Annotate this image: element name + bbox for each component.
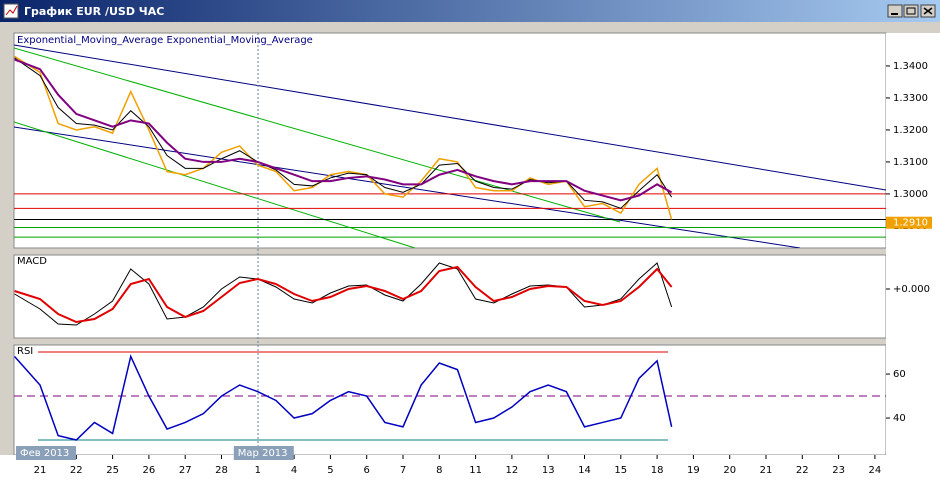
x-tick-label: 8 xyxy=(436,465,442,476)
x-tick-label: 4 xyxy=(291,465,297,476)
app-icon-glyph xyxy=(5,5,18,16)
y-tick-label: 1.3200 xyxy=(893,125,928,136)
window-buttons[interactable] xyxy=(887,4,936,18)
rsi-label: RSI xyxy=(17,346,33,357)
x-tick-label: 7 xyxy=(400,465,406,476)
maximize-glyph xyxy=(906,7,916,15)
trend-line xyxy=(14,121,416,248)
series-line xyxy=(14,58,673,202)
y-tick-label: +0.000 xyxy=(893,284,930,295)
y-tick-label: 1.3100 xyxy=(893,157,928,168)
main-panel xyxy=(13,32,887,249)
main-indicator-label: Exponential_Moving_Average Exponential_M… xyxy=(17,35,313,46)
trend-line xyxy=(14,44,886,191)
x-tick-label: 6 xyxy=(364,465,370,476)
month-label-box xyxy=(233,446,294,460)
x-tick-label: 13 xyxy=(542,465,555,476)
trend-line xyxy=(14,47,621,223)
price-label: 1.2910 xyxy=(893,218,928,229)
main-plot xyxy=(14,55,886,238)
series-line xyxy=(14,354,673,441)
month-label: Мар 2013 xyxy=(238,448,288,459)
price-axis xyxy=(886,33,940,455)
x-tick-label: 15 xyxy=(614,465,627,476)
x-tick-label: 21 xyxy=(34,465,47,476)
x-tick-label: 28 xyxy=(215,465,228,476)
y-tick-label: 1.3400 xyxy=(893,61,928,72)
rsi-plot xyxy=(14,351,886,441)
y-tick-label: 1.3000 xyxy=(893,189,928,200)
y-tick-label: 60 xyxy=(893,369,906,380)
x-tick-label: 5 xyxy=(327,465,333,476)
minimize-button[interactable] xyxy=(887,4,903,18)
price-label-box xyxy=(886,216,932,229)
month-label-box xyxy=(16,446,76,460)
title-bar xyxy=(0,0,940,22)
x-tick-label: 24 xyxy=(869,465,882,476)
x-tick-label: 14 xyxy=(578,465,591,476)
x-tick-label: 11 xyxy=(469,465,482,476)
macd-label: MACD xyxy=(17,256,47,267)
x-tick-label: 21 xyxy=(760,465,773,476)
x-tick-label: 22 xyxy=(70,465,83,476)
series-line xyxy=(14,265,673,324)
x-tick-label: 12 xyxy=(506,465,519,476)
rsi-panel xyxy=(13,344,887,456)
macd-plot xyxy=(14,262,673,326)
x-tick-label: 25 xyxy=(106,465,119,476)
x-tick-label: 23 xyxy=(832,465,845,476)
x-tick-label: 27 xyxy=(179,465,192,476)
close-glyph xyxy=(923,7,933,15)
x-tick-label: 22 xyxy=(796,465,809,476)
window-title: График EUR /USD ЧАС xyxy=(24,5,164,18)
x-tick-label: 1 xyxy=(255,465,261,476)
y-tick-label: 40 xyxy=(893,413,906,424)
x-tick-label: 26 xyxy=(143,465,156,476)
y-tick-label: 1.3300 xyxy=(893,93,928,104)
x-tick-label: 18 xyxy=(651,465,664,476)
macd-panel xyxy=(13,254,887,339)
month-label: Фев 2013 xyxy=(20,448,69,459)
x-tick-label: 20 xyxy=(723,465,736,476)
time-axis xyxy=(0,455,940,482)
x-tick-label: 19 xyxy=(687,465,700,476)
maximize-button[interactable] xyxy=(903,4,919,18)
